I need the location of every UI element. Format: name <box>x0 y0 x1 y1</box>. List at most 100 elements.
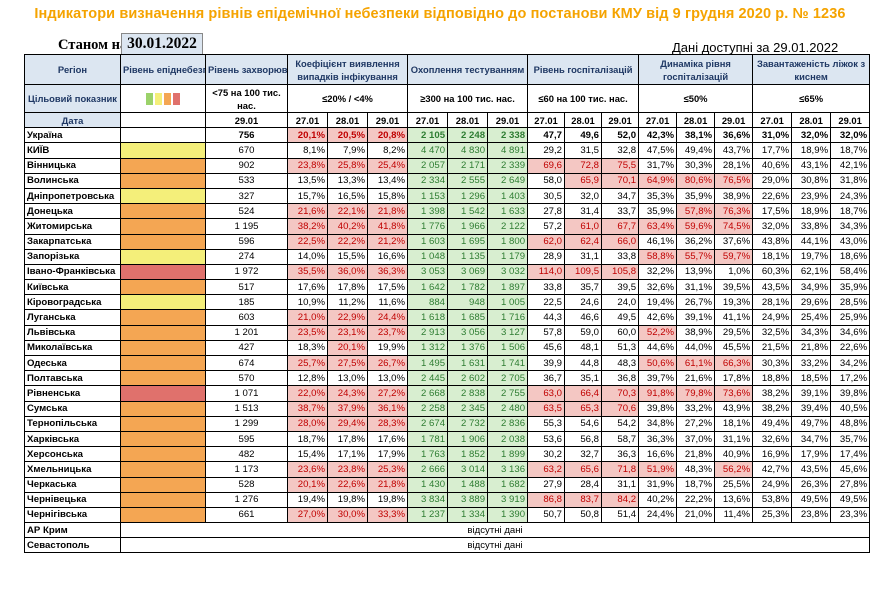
dynamics-cell: 25,5% <box>714 476 754 493</box>
testing-cell: 1 852 <box>447 446 489 463</box>
table-row: Севастополь відсутні дані <box>24 537 871 554</box>
detection-cell: 22,0% <box>287 385 328 402</box>
hosp-cell: 44,8 <box>564 354 603 372</box>
date-col: 27.01 <box>527 111 566 129</box>
detection-cell: 13,4% <box>366 172 409 189</box>
dynamics-cell: 27,2% <box>676 415 716 432</box>
testing-cell: 4 830 <box>447 142 489 159</box>
table-row: Харківська 595 18,7% 17,8% 17,6% 1 781 1 906 2 … <box>24 430 871 448</box>
region-name: Чернівецька <box>24 491 121 508</box>
detection-cell: 36,3% <box>366 263 409 281</box>
detection-cell: 33,3% <box>366 506 409 524</box>
dynamics-cell: 45,5% <box>714 339 754 357</box>
region-name: АР Крим <box>24 522 121 539</box>
beds-cell: 40,6% <box>752 157 793 174</box>
dynamics-cell: 17,8% <box>714 370 754 387</box>
table-row: Житомирська 1 195 38,2% 40,2% 41,8% 1 776 1 96… <box>24 218 871 235</box>
no-data-cell: відсутні дані <box>119 522 871 539</box>
hosp-cell: 36,7 <box>527 370 566 387</box>
detection-cell: 12,8% <box>287 370 328 387</box>
testing-cell: 2 732 <box>447 415 489 432</box>
testing-cell: 2 339 <box>487 157 529 174</box>
hosp-cell: 57,2 <box>527 218 566 235</box>
dynamics-cell: 49,4% <box>676 142 716 159</box>
testing-cell: 1 390 <box>487 506 529 524</box>
beds-cell: 23,9% <box>791 187 832 205</box>
beds-cell: 32,5% <box>752 324 793 341</box>
detection-cell: 21,8% <box>366 203 409 220</box>
region-name: Хмельницька <box>24 461 121 478</box>
hosp-cell: 30,2 <box>527 446 566 463</box>
testing-cell: 4 891 <box>487 142 529 159</box>
dynamics-cell: 39,5% <box>714 279 754 296</box>
dynamics-cell: 59,7% <box>714 248 754 265</box>
detection-cell: 15,5% <box>327 248 368 265</box>
dynamics-cell: 1,0% <box>714 263 754 281</box>
dynamics-cell: 39,7% <box>638 370 678 387</box>
beds-cell: 24,9% <box>752 476 793 493</box>
table-row: Україна 756 20,1% 20,5% 20,8% 2 105 2 248 2 338… <box>24 127 871 144</box>
testing-cell: 1 312 <box>407 339 449 357</box>
hosp-cell: 31,5 <box>564 142 603 159</box>
beds-cell: 43,5% <box>791 461 832 478</box>
detection-cell: 21,0% <box>287 309 328 326</box>
dynamics-cell: 22,2% <box>676 491 716 508</box>
testing-cell: 1 296 <box>447 187 489 205</box>
beds-cell: 58,4% <box>830 263 871 281</box>
dynamics-cell: 44,6% <box>638 339 678 357</box>
beds-cell: 44,1% <box>791 233 832 250</box>
testing-cell: 1 237 <box>407 506 449 524</box>
hosp-cell: 45,6 <box>527 339 566 357</box>
dynamics-cell: 31,7% <box>638 157 678 174</box>
date-incidence: 29.01 <box>205 111 288 129</box>
hosp-cell: 66,4 <box>564 385 603 402</box>
beds-cell: 30,8% <box>791 172 832 189</box>
beds-cell: 23,8% <box>791 506 832 524</box>
testing-cell: 3 889 <box>447 491 489 508</box>
detection-cell: 13,0% <box>366 370 409 387</box>
detection-cell: 27,2% <box>366 385 409 402</box>
beds-cell: 17,4% <box>830 446 871 463</box>
dynamics-cell: 18,7% <box>676 476 716 493</box>
incidence-cell: 528 <box>205 476 288 493</box>
dynamics-cell: 57,8% <box>676 203 716 220</box>
testing-cell: 2 248 <box>447 127 489 144</box>
hosp-cell: 67,7 <box>601 218 640 235</box>
detection-cell: 36,0% <box>327 263 368 281</box>
dynamics-cell: 32,2% <box>638 263 678 281</box>
dynamics-cell: 24,4% <box>638 506 678 524</box>
beds-cell: 29,6% <box>791 294 832 311</box>
dynamics-cell: 59,6% <box>676 218 716 235</box>
beds-cell: 28,1% <box>752 294 793 311</box>
beds-cell: 17,2% <box>830 370 871 387</box>
detection-cell: 19,4% <box>287 491 328 508</box>
detection-cell: 16,6% <box>366 248 409 265</box>
indicators-table: Регіон Рівень епіднебезпеки Рівень захво… <box>24 54 871 554</box>
level-cell <box>120 157 206 174</box>
testing-cell: 2 338 <box>487 127 529 144</box>
region-name: Запорізька <box>24 248 121 265</box>
testing-cell: 1 685 <box>447 309 489 326</box>
detection-cell: 18,7% <box>287 430 328 448</box>
testing-cell: 2 705 <box>487 370 529 387</box>
region-name: Сумська <box>24 400 121 417</box>
beds-cell: 39,8% <box>830 385 871 402</box>
dynamics-cell: 52,2% <box>638 324 678 341</box>
hosp-cell: 47,7 <box>527 127 566 144</box>
testing-cell: 3 127 <box>487 324 529 341</box>
hosp-cell: 27,8 <box>527 203 566 220</box>
header-level: Рівень епіднебезпеки <box>120 54 206 85</box>
hosp-cell: 62,4 <box>564 233 603 250</box>
dynamics-cell: 43,7% <box>714 142 754 159</box>
dynamics-cell: 50,6% <box>638 354 678 372</box>
dynamics-cell: 51,9% <box>638 461 678 478</box>
testing-cell: 1 906 <box>447 430 489 448</box>
beds-cell: 25,4% <box>791 309 832 326</box>
date-col: 29.01 <box>487 111 529 129</box>
testing-cell: 3 919 <box>487 491 529 508</box>
level-cell <box>120 172 206 189</box>
level-cell <box>120 233 206 250</box>
hosp-cell: 33,8 <box>601 248 640 265</box>
hosp-cell: 32,7 <box>564 446 603 463</box>
hosp-cell: 31,4 <box>564 203 603 220</box>
